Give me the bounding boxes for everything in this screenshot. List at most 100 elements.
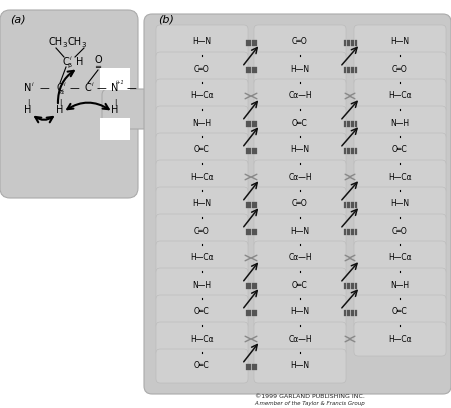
Text: O═C: O═C: [292, 118, 308, 127]
FancyBboxPatch shape: [144, 14, 451, 394]
FancyBboxPatch shape: [102, 89, 149, 129]
Text: O═C: O═C: [292, 281, 308, 290]
FancyBboxPatch shape: [156, 52, 248, 86]
FancyBboxPatch shape: [156, 214, 248, 248]
FancyBboxPatch shape: [156, 295, 248, 329]
Text: C: C: [85, 83, 92, 93]
FancyBboxPatch shape: [354, 133, 446, 167]
FancyBboxPatch shape: [354, 25, 446, 59]
FancyBboxPatch shape: [354, 241, 446, 275]
Text: i: i: [70, 55, 72, 60]
Text: N: N: [111, 83, 119, 93]
FancyBboxPatch shape: [254, 241, 346, 275]
FancyBboxPatch shape: [254, 25, 346, 59]
Text: Cα—H: Cα—H: [288, 253, 312, 262]
FancyBboxPatch shape: [254, 52, 346, 86]
FancyBboxPatch shape: [156, 349, 248, 383]
Text: —: —: [69, 83, 79, 93]
Text: α: α: [60, 91, 64, 95]
Text: C: C: [63, 57, 69, 67]
Text: H—Cα: H—Cα: [388, 253, 412, 262]
Text: (b): (b): [158, 14, 174, 24]
Text: H—N: H—N: [290, 226, 309, 235]
Text: |: |: [27, 98, 29, 106]
FancyBboxPatch shape: [254, 187, 346, 221]
Text: H—Cα: H—Cα: [190, 335, 214, 344]
Text: C═O: C═O: [194, 226, 210, 235]
Text: H—N: H—N: [193, 200, 212, 208]
FancyBboxPatch shape: [254, 160, 346, 194]
Text: —: —: [96, 83, 106, 93]
Text: CH: CH: [49, 37, 63, 47]
Text: O═C: O═C: [194, 361, 210, 370]
Text: O═C: O═C: [194, 146, 210, 155]
FancyBboxPatch shape: [156, 322, 248, 356]
Text: N—H: N—H: [391, 118, 410, 127]
FancyBboxPatch shape: [354, 187, 446, 221]
Text: (a): (a): [10, 14, 26, 24]
Text: —: —: [126, 83, 136, 93]
Text: H—N: H—N: [290, 361, 309, 370]
FancyBboxPatch shape: [354, 160, 446, 194]
Text: H—N: H—N: [290, 308, 309, 317]
Text: C═O: C═O: [392, 226, 408, 235]
FancyBboxPatch shape: [156, 133, 248, 167]
Text: N—H: N—H: [193, 118, 212, 127]
FancyBboxPatch shape: [156, 106, 248, 140]
FancyBboxPatch shape: [100, 118, 130, 140]
Text: Cα—H: Cα—H: [288, 91, 312, 100]
Text: Cα—H: Cα—H: [288, 173, 312, 182]
FancyBboxPatch shape: [254, 79, 346, 113]
Text: ═: ═: [96, 62, 101, 71]
Text: H: H: [24, 105, 32, 115]
FancyBboxPatch shape: [156, 79, 248, 113]
FancyBboxPatch shape: [354, 295, 446, 329]
Text: H: H: [111, 105, 119, 115]
FancyBboxPatch shape: [354, 106, 446, 140]
Text: C═O: C═O: [392, 64, 408, 73]
Text: 3: 3: [63, 42, 67, 48]
Text: i: i: [32, 82, 34, 86]
FancyBboxPatch shape: [254, 106, 346, 140]
FancyBboxPatch shape: [254, 349, 346, 383]
Text: C═O: C═O: [292, 200, 308, 208]
Text: H—N: H—N: [391, 200, 410, 208]
FancyBboxPatch shape: [0, 10, 138, 198]
Text: O═C: O═C: [392, 146, 408, 155]
Text: N: N: [24, 83, 32, 93]
FancyBboxPatch shape: [156, 160, 248, 194]
Text: C: C: [57, 83, 64, 93]
Text: C═O: C═O: [194, 64, 210, 73]
Text: N—H: N—H: [391, 281, 410, 290]
Text: H—N: H—N: [193, 38, 212, 47]
Text: H—Cα: H—Cα: [388, 91, 412, 100]
Text: β: β: [67, 64, 71, 69]
Text: H—N: H—N: [290, 64, 309, 73]
FancyBboxPatch shape: [156, 241, 248, 275]
Text: Cα—H: Cα—H: [288, 335, 312, 344]
FancyBboxPatch shape: [254, 214, 346, 248]
Text: H—N: H—N: [290, 146, 309, 155]
Text: H—N: H—N: [391, 38, 410, 47]
Text: ©1999 GARLAND PUBLISHING INC.: ©1999 GARLAND PUBLISHING INC.: [255, 393, 365, 399]
Text: CH: CH: [68, 37, 82, 47]
Text: |: |: [114, 98, 116, 106]
Text: O═C: O═C: [392, 308, 408, 317]
FancyBboxPatch shape: [354, 79, 446, 113]
Text: C═O: C═O: [292, 38, 308, 47]
Text: i+1: i+1: [116, 80, 124, 86]
Text: |: |: [59, 98, 61, 106]
Text: O═C: O═C: [194, 308, 210, 317]
Text: N—H: N—H: [193, 281, 212, 290]
Text: H—Cα: H—Cα: [190, 91, 214, 100]
Text: H—Cα: H—Cα: [190, 173, 214, 182]
Text: H—Cα: H—Cα: [388, 335, 412, 344]
Text: H: H: [76, 57, 84, 67]
Text: —: —: [39, 83, 49, 93]
Text: O: O: [94, 55, 102, 65]
FancyBboxPatch shape: [254, 268, 346, 302]
FancyBboxPatch shape: [156, 25, 248, 59]
FancyBboxPatch shape: [354, 322, 446, 356]
FancyBboxPatch shape: [156, 187, 248, 221]
FancyBboxPatch shape: [354, 52, 446, 86]
